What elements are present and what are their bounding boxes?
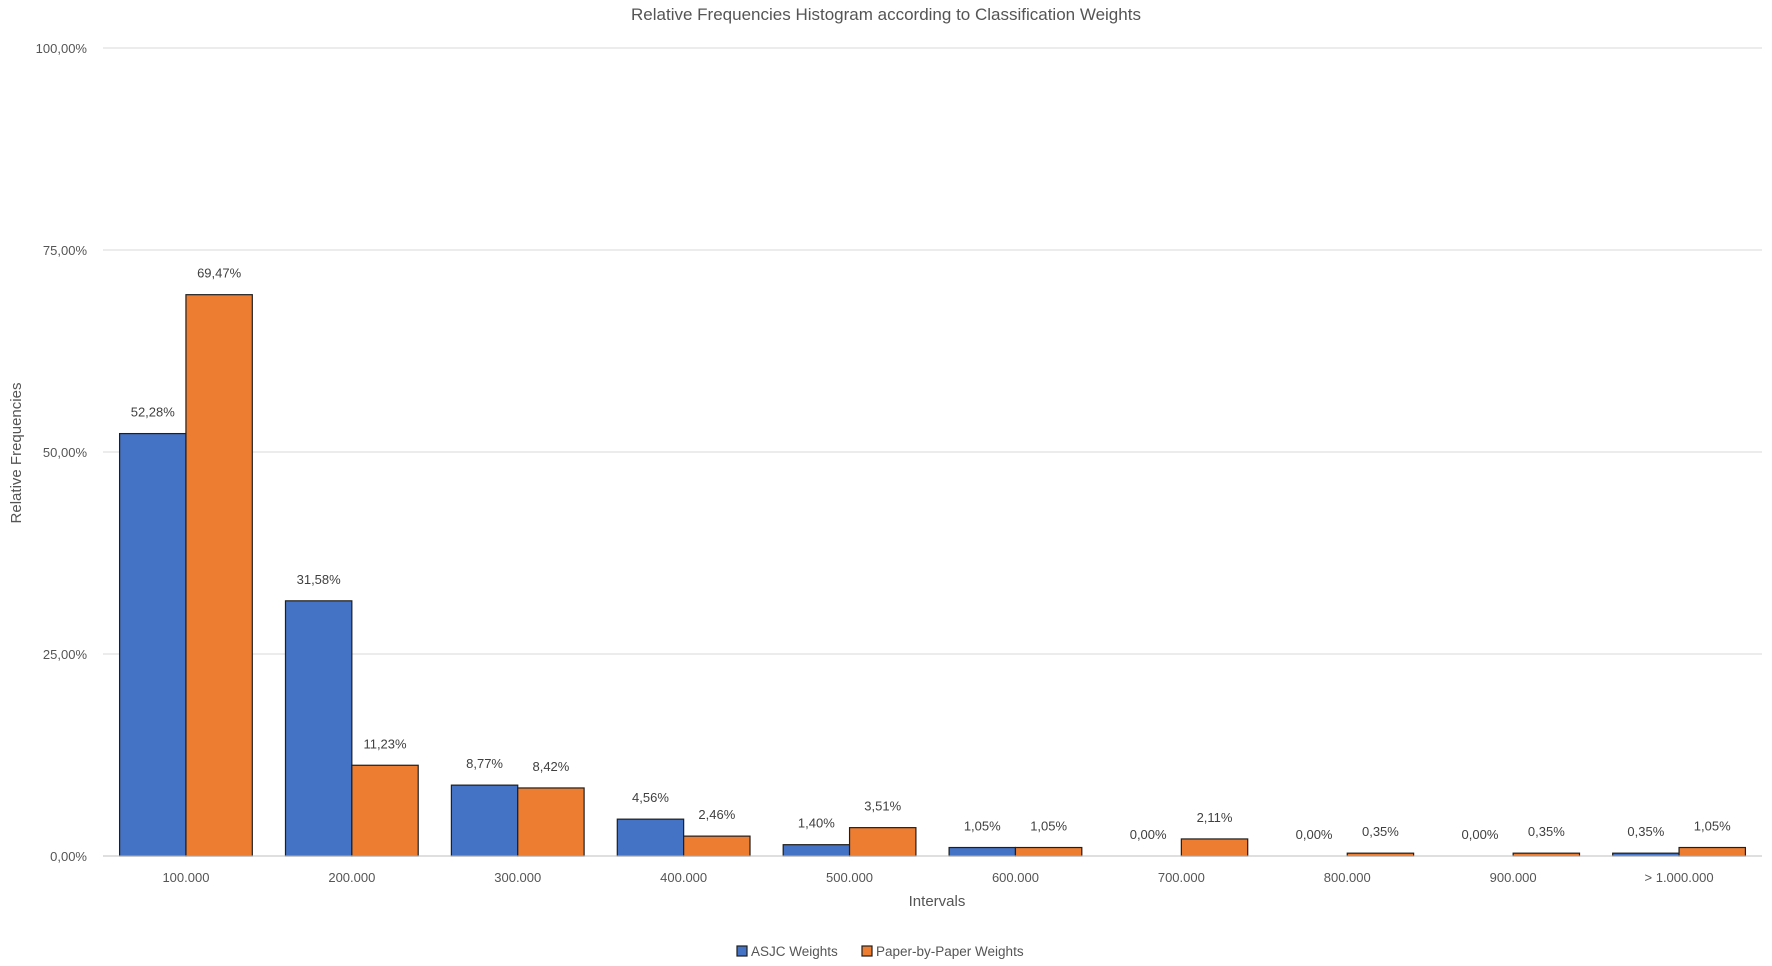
legend-label-paper: Paper-by-Paper Weights — [876, 944, 1024, 959]
bar-asjc — [616, 818, 685, 857]
data-label-asjc: 0,35% — [1627, 824, 1664, 839]
data-label-paper: 69,47% — [197, 266, 242, 281]
bar-paper — [1678, 846, 1747, 857]
bar-paper — [517, 787, 585, 857]
data-label-asjc: 8,77% — [466, 756, 503, 771]
y-tick-label: 50,00% — [43, 445, 88, 460]
y-tick-label: 100,00% — [36, 41, 88, 56]
x-tick-label: 700.000 — [1158, 870, 1205, 885]
legend-swatch-asjc — [736, 945, 748, 957]
data-label-asjc: 52,28% — [131, 405, 176, 420]
y-axis-ticks: 0,00% 25,00% 50,00% 75,00% 100,00% — [36, 41, 88, 864]
data-label-paper: 11,23% — [363, 736, 407, 751]
bar-paper — [351, 764, 419, 857]
data-label-asjc: 0,00% — [1130, 827, 1167, 842]
legend-swatch-paper — [861, 945, 873, 957]
legend-label-asjc: ASJC Weights — [751, 944, 838, 959]
bar-asjc — [948, 846, 1017, 857]
x-tick-label: 100.000 — [162, 870, 209, 885]
gridlines — [103, 47, 1762, 655]
data-label-paper: 0,35% — [1528, 824, 1565, 839]
x-tick-label: 800.000 — [1324, 870, 1371, 885]
y-tick-label: 0,00% — [50, 849, 87, 864]
data-label-paper: 2,11% — [1197, 810, 1233, 825]
x-tick-label: 300.000 — [494, 870, 541, 885]
data-label-paper: 1,05% — [1694, 819, 1731, 834]
x-tick-label: 500.000 — [826, 870, 873, 885]
bar-paper — [185, 294, 253, 857]
data-label-paper: 1,05% — [1030, 819, 1067, 834]
data-label-paper: 2,46% — [698, 807, 735, 822]
data-label-paper: 3,51% — [864, 799, 901, 814]
y-tick-label: 25,00% — [43, 647, 88, 662]
x-tick-label: 200.000 — [328, 870, 375, 885]
data-label-asjc: 4,56% — [632, 790, 669, 805]
x-tick-label: > 1.000.000 — [1645, 870, 1714, 885]
y-tick-label: 75,00% — [43, 243, 88, 258]
x-axis-ticks: 100.000 200.000 300.000 400.000 500.000 600.0… — [162, 870, 1713, 885]
bar-paper — [848, 827, 917, 857]
bar-asjc — [450, 784, 519, 857]
data-label-asjc: 0,00% — [1462, 827, 1499, 842]
bar-paper — [1014, 846, 1083, 857]
bar-paper — [683, 835, 751, 857]
x-tick-label: 600.000 — [992, 870, 1039, 885]
data-label-asjc: 31,58% — [297, 572, 342, 587]
y-axis-label: Relative Frequencies — [8, 383, 25, 524]
bar-paper — [1180, 838, 1249, 857]
bar-asjc — [118, 432, 187, 857]
legend: ASJC Weights Paper-by-Paper Weights — [736, 944, 1024, 959]
bars — [118, 294, 1747, 857]
x-tick-label: 900.000 — [1490, 870, 1537, 885]
data-labels: 52,28% 69,47% 31,58% 11,23% 8,77% 8,42% 4,56% 2… — [131, 266, 1731, 842]
data-label-paper: 8,42% — [532, 759, 569, 774]
bar-asjc — [782, 844, 851, 857]
chart-title: Relative Frequencies Histogram according… — [631, 5, 1141, 24]
data-label-asjc: 1,40% — [798, 816, 835, 831]
data-label-asjc: 0,00% — [1296, 827, 1333, 842]
bar-asjc — [284, 600, 353, 857]
data-label-paper: 0,35% — [1362, 824, 1399, 839]
data-label-asjc: 1,05% — [964, 819, 1001, 834]
x-tick-label: 400.000 — [660, 870, 707, 885]
x-axis-label: Intervals — [909, 893, 966, 910]
